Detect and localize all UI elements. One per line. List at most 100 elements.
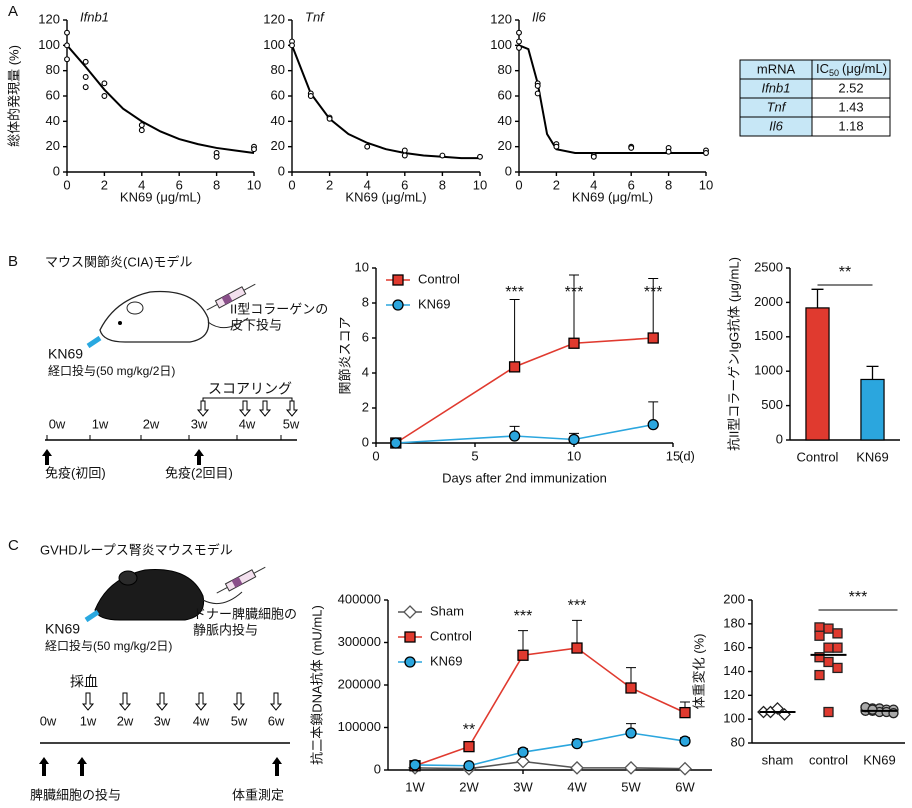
data-point	[64, 42, 70, 49]
timeline-label: 2w	[117, 713, 134, 728]
x-tick-label: 8	[439, 177, 446, 192]
oral-arrow	[86, 335, 102, 349]
data-point	[628, 144, 635, 151]
x-axis-title: KN69 (μg/mL)	[345, 189, 426, 204]
data-point	[64, 56, 70, 63]
significance: ***	[568, 598, 587, 615]
timeline-label: 4w	[239, 416, 256, 431]
panel-label: A	[8, 3, 18, 20]
timeline-ticks: 0w 1w 2w 3w 4w 5w 6w 脾臓細胞の投与 体重測定	[30, 692, 285, 802]
marker	[508, 430, 521, 442]
marker	[568, 337, 580, 349]
y-tick-label: 40	[271, 113, 285, 128]
data-point	[307, 93, 314, 99]
data-point	[138, 122, 145, 129]
x-tick-label: 0	[372, 448, 379, 463]
marker	[814, 669, 825, 681]
y-tick-label: 100000	[338, 719, 381, 734]
y-tick-label: 500	[761, 397, 783, 412]
y-tick-label: 40	[498, 113, 512, 128]
y-tick-label: 200	[723, 591, 745, 606]
marker	[647, 332, 659, 344]
y-tick-label: 120	[490, 11, 512, 26]
y-tick-label: 60	[498, 87, 512, 102]
y-tick-label: 120	[38, 11, 60, 26]
y-tick-label: 400000	[338, 591, 381, 606]
marker	[463, 740, 475, 753]
open-arrow	[269, 692, 283, 711]
data-point	[101, 93, 108, 99]
x-tick-label: Control	[797, 449, 839, 464]
x-tick-label: 8	[665, 177, 672, 192]
y-axis-title: 体重変化 (%)	[691, 634, 706, 710]
y-tick-label: 2	[362, 399, 369, 414]
timeline-label: 1w	[92, 416, 109, 431]
y-tick-label: 160	[723, 639, 745, 654]
mouse-tail	[202, 591, 243, 605]
event-label: 免疫(初回)	[45, 465, 106, 480]
open-arrow	[232, 692, 246, 711]
x-tick-label: control	[809, 752, 848, 767]
y-tick-label: 120	[723, 687, 745, 702]
data-point	[590, 153, 597, 160]
significance: ***	[565, 284, 584, 301]
chart: 0 2 4 6 8 10 0 5 10 15(d) Days after 2nd immunizat…	[337, 259, 694, 485]
x-tick-label: 10	[473, 177, 487, 192]
mouse	[94, 569, 205, 621]
series-line	[414, 732, 686, 767]
series-line	[395, 423, 654, 444]
significance: ***	[505, 284, 524, 301]
data-point	[553, 143, 560, 150]
x-tick-label: 6W	[675, 779, 695, 794]
timeline-label: 4w	[193, 713, 210, 728]
y-tick-label: 100	[490, 37, 512, 52]
marker	[771, 702, 784, 715]
marker	[647, 418, 659, 431]
chart-title: Il6	[532, 9, 547, 24]
x-tick-label: 4	[138, 177, 145, 192]
significance: **	[839, 264, 851, 281]
solid-arrow	[272, 757, 282, 776]
chart: 80 100 120 140 160 180 200 sham control KN69 体重変化 …	[691, 589, 905, 767]
scoring-bracket	[202, 397, 293, 402]
x-tick-label: 6	[176, 177, 183, 192]
drug-label: KN69	[48, 346, 83, 362]
marker	[392, 299, 404, 311]
significance: ***	[514, 608, 533, 625]
injection-text: II型コラーゲンの	[230, 301, 328, 316]
y-tick-label: 20	[271, 138, 285, 153]
marker	[516, 754, 530, 769]
y-tick-label: 100	[38, 37, 60, 52]
table-cell	[811, 78, 891, 137]
data-point	[213, 153, 220, 160]
fit-curve	[291, 44, 480, 160]
x-tick-label: 0	[288, 177, 295, 192]
mouse	[99, 290, 210, 343]
event-label: 脾臓細胞の投与	[30, 787, 121, 802]
y-tick-label: 0	[278, 163, 285, 178]
y-tick-label: 20	[498, 138, 512, 153]
timeline-label: 0w	[49, 416, 66, 431]
marker	[832, 642, 843, 653]
data-point	[251, 146, 257, 153]
data-point	[516, 38, 522, 45]
series-line	[395, 337, 654, 444]
timeline-label: 1w	[80, 713, 97, 728]
error-bar	[648, 278, 659, 338]
injection-text: 皮下投与	[230, 317, 282, 332]
marker	[571, 642, 583, 654]
x-axis-title: Days after 2nd immunization	[442, 470, 607, 485]
significance: **	[463, 722, 475, 739]
x-tick-label: 6	[401, 177, 408, 192]
y-tick-label: 100	[723, 711, 745, 726]
x-tick-label: 8	[213, 177, 220, 192]
y-tick-label: 0	[776, 431, 783, 446]
timeline-label: 0w	[40, 713, 57, 728]
y-axis-title: 抗II型コラーゲンIgG抗体 (μg/mL)	[726, 257, 741, 451]
y-tick-label: 300000	[338, 634, 381, 649]
x-axis-title: KN69 (μg/mL)	[572, 189, 653, 204]
panel-label: C	[8, 537, 19, 554]
y-tick-label: 100	[263, 37, 285, 52]
x-tick-label: 2	[326, 177, 333, 192]
marker	[823, 706, 834, 718]
